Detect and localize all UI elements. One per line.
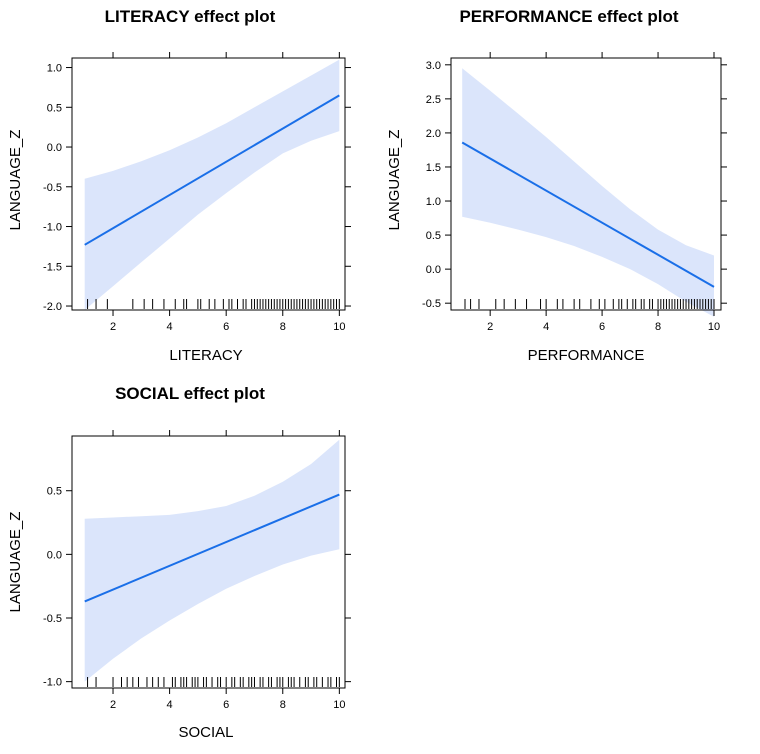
fit-line bbox=[461, 141, 715, 288]
y-tick-label: 1.5 bbox=[426, 162, 441, 174]
x-tick-label: 4 bbox=[167, 699, 173, 711]
x-tick-label: 4 bbox=[543, 321, 549, 333]
panel-social: SOCIAL effect plot SOCIAL LANGUAGE_Z 2 4 6… bbox=[7, 384, 351, 741]
x-tick-label: 2 bbox=[110, 699, 116, 711]
x-tick-label: 2 bbox=[487, 321, 493, 333]
x-axis-label: PERFORMANCE bbox=[528, 347, 645, 364]
y-tick-label: -0.5 bbox=[43, 613, 62, 625]
confidence-band bbox=[462, 68, 714, 317]
x-tick-label: 6 bbox=[223, 699, 229, 711]
x-tick-label: 4 bbox=[167, 321, 173, 333]
fit-line bbox=[84, 493, 340, 603]
y-tick-label: 0.5 bbox=[47, 486, 62, 498]
y-tick-label: -0.5 bbox=[422, 298, 441, 310]
y-tick-label: -1.0 bbox=[43, 677, 62, 689]
x-tick-label: 8 bbox=[655, 321, 661, 333]
confidence-band bbox=[84, 439, 340, 682]
y-tick-label: 2.5 bbox=[426, 94, 441, 106]
panel-performance: PERFORMANCE effect plot PERFORMANCE LANG… bbox=[386, 7, 727, 364]
fit-line bbox=[84, 94, 340, 246]
y-tick-label: 1.0 bbox=[47, 63, 62, 75]
y-tick-label: -0.5 bbox=[43, 182, 62, 194]
y-axis-label: LANGUAGE_Z bbox=[7, 512, 24, 613]
x-tick-label: 10 bbox=[333, 321, 345, 333]
y-tick-label: 1.0 bbox=[426, 196, 441, 208]
y-tick-label: 3.0 bbox=[426, 60, 441, 72]
y-tick-label: 0.0 bbox=[47, 549, 62, 561]
x-axis-label: LITERACY bbox=[169, 347, 242, 364]
panel-title: PERFORMANCE effect plot bbox=[459, 7, 678, 26]
x-tick-label: 8 bbox=[280, 699, 286, 711]
y-tick-label: 0.5 bbox=[426, 230, 441, 242]
y-tick-label: 0.0 bbox=[47, 142, 62, 154]
x-axis-label: SOCIAL bbox=[178, 724, 233, 741]
plot-frame bbox=[450, 57, 722, 311]
y-tick-label: -2.0 bbox=[43, 301, 62, 313]
plot-frame bbox=[71, 435, 346, 689]
panel-literacy: LITERACY effect plot LITERACY LANGUAGE_Z… bbox=[7, 7, 351, 364]
y-axis-label: LANGUAGE_Z bbox=[7, 130, 24, 231]
x-tick-label: 2 bbox=[110, 321, 116, 333]
x-tick-label: 8 bbox=[280, 321, 286, 333]
x-tick-label: 6 bbox=[223, 321, 229, 333]
x-tick-label: 10 bbox=[708, 321, 720, 333]
panel-title: LITERACY effect plot bbox=[105, 7, 276, 26]
y-tick-label: -1.5 bbox=[43, 261, 62, 273]
x-tick-label: 6 bbox=[599, 321, 605, 333]
y-tick-label: 0.5 bbox=[47, 102, 62, 114]
panel-title: SOCIAL effect plot bbox=[115, 384, 265, 403]
x-tick-label: 10 bbox=[333, 699, 345, 711]
y-tick-label: 2.0 bbox=[426, 128, 441, 140]
y-tick-label: -1.0 bbox=[43, 222, 62, 234]
plot-frame bbox=[71, 57, 346, 311]
y-tick-label: 0.0 bbox=[426, 264, 441, 276]
confidence-band bbox=[84, 59, 340, 310]
y-axis-label: LANGUAGE_Z bbox=[386, 130, 403, 231]
